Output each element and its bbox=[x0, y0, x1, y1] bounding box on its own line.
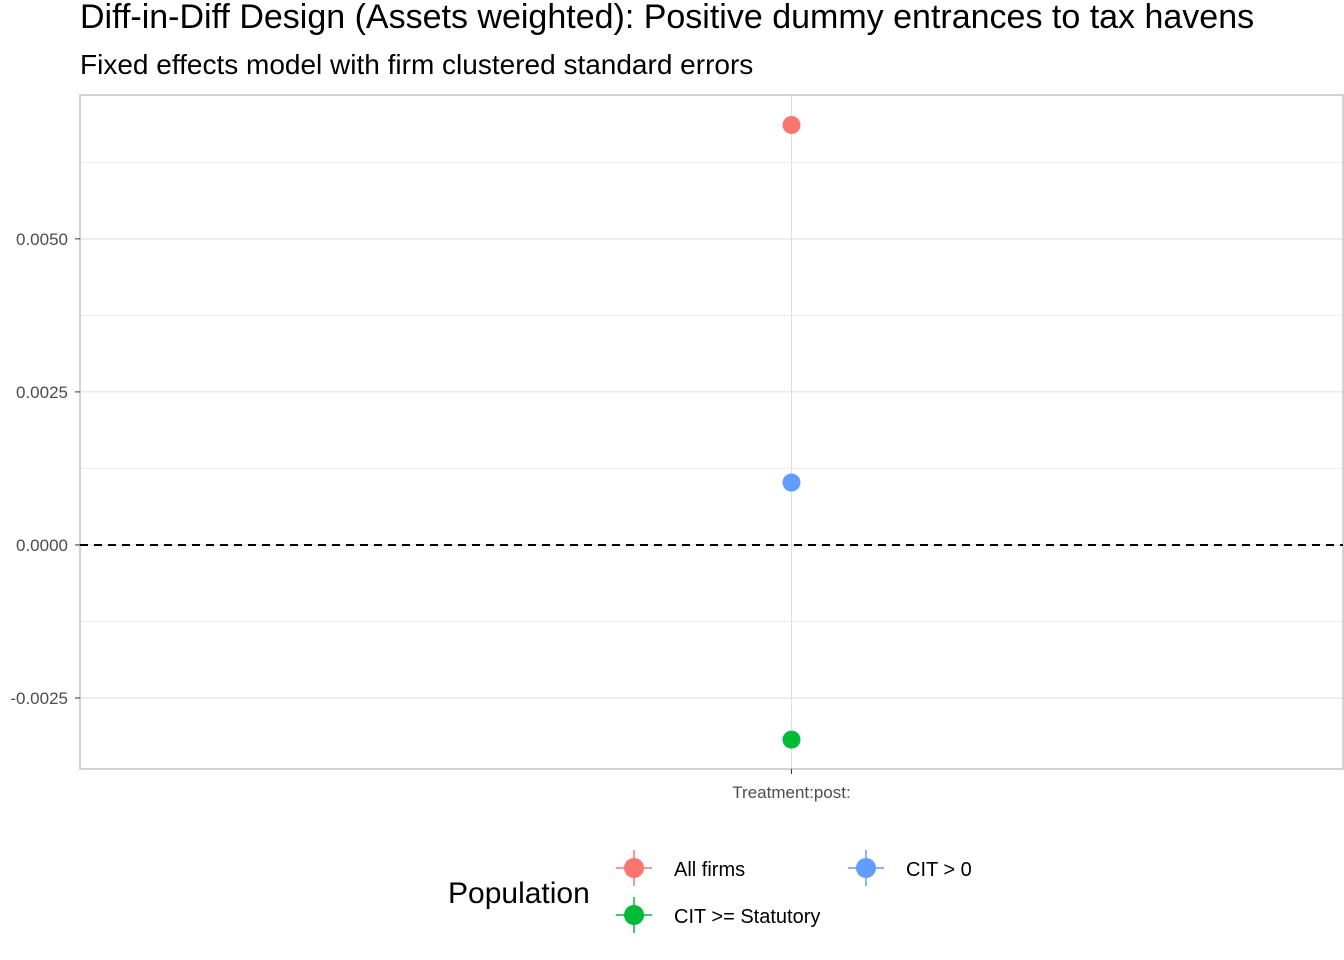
y-tick-label: 0.0050 bbox=[16, 230, 68, 249]
panel-border bbox=[79, 94, 1344, 770]
legend: Population All firms CIT >= Statutory CIT >… bbox=[448, 850, 972, 933]
x-tick-label: Treatment:post: bbox=[732, 783, 850, 802]
chart-title: Diff-in-Diff Design (Assets weighted): P… bbox=[80, 0, 1254, 36]
data-point bbox=[782, 730, 801, 749]
legend-label: All firms bbox=[674, 859, 745, 881]
legend-key bbox=[616, 850, 652, 886]
legend-label: CIT >= Statutory bbox=[674, 906, 820, 928]
legend-key bbox=[848, 850, 884, 886]
legend-key bbox=[616, 897, 652, 933]
y-tick-label: -0.0025 bbox=[10, 689, 68, 708]
legend-key-dot bbox=[624, 858, 644, 878]
plot-area: -0.0025 0.0000 0.0025 0.0050 Treatment:post: bbox=[10, 94, 1344, 802]
data-point bbox=[782, 473, 801, 492]
y-tick-label: 0.0025 bbox=[16, 383, 68, 402]
legend-title: Population bbox=[448, 877, 590, 910]
legend-key-dot bbox=[856, 858, 876, 878]
legend-key-dot bbox=[624, 905, 644, 925]
data-point bbox=[782, 115, 801, 134]
y-tick-label: 0.0000 bbox=[16, 536, 68, 555]
chart-subtitle: Fixed effects model with firm clustered … bbox=[80, 49, 753, 80]
legend-label: CIT > 0 bbox=[906, 859, 972, 881]
